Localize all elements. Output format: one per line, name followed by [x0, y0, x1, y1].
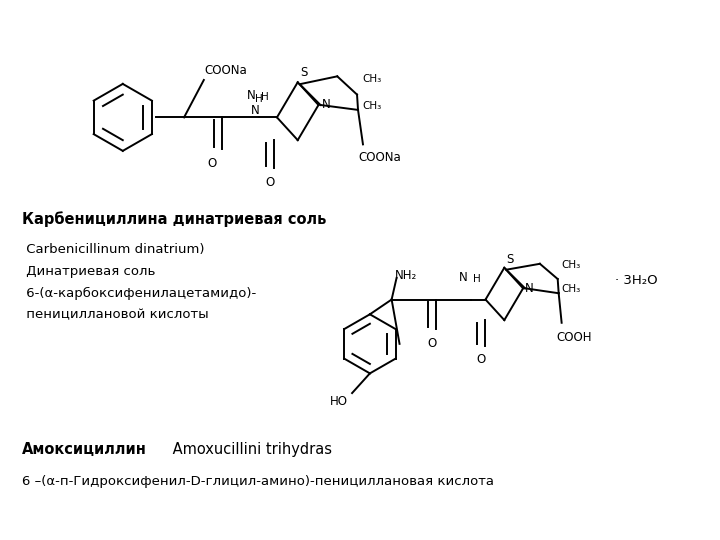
Text: Амоксициллин: Амоксициллин — [22, 442, 147, 457]
Text: N: N — [459, 271, 468, 284]
Text: O: O — [476, 353, 485, 366]
Text: HO: HO — [330, 395, 348, 408]
Text: O: O — [207, 157, 217, 170]
Text: CH₃: CH₃ — [562, 284, 581, 294]
Text: CH₃: CH₃ — [562, 260, 581, 270]
Text: O: O — [266, 176, 274, 188]
Text: CH₃: CH₃ — [362, 102, 381, 111]
Text: N: N — [321, 98, 330, 111]
Text: 6 –(α-п-Гидроксифенил-D-глицил-амино)-пенициллановая кислота: 6 –(α-п-Гидроксифенил-D-глицил-амино)-пе… — [22, 475, 494, 488]
Text: COONa: COONa — [358, 151, 401, 164]
Text: COOH: COOH — [557, 330, 592, 343]
Text: · 3H₂O: · 3H₂O — [615, 274, 657, 287]
Text: Amoxucillini trihydras: Amoxucillini trihydras — [168, 442, 332, 457]
Text: NH₂: NH₂ — [395, 269, 417, 282]
Text: H: H — [473, 274, 480, 284]
Text: S: S — [506, 253, 513, 266]
Text: Динатриевая соль: Динатриевая соль — [22, 265, 156, 278]
Text: N: N — [525, 282, 534, 295]
Text: N: N — [246, 89, 255, 102]
Text: N: N — [251, 104, 259, 117]
Text: CH₃: CH₃ — [362, 74, 381, 84]
Text: Карбенициллина динатриевая соль: Карбенициллина динатриевая соль — [22, 211, 326, 227]
Text: 6-(α-карбоксифенилацетамидо)-: 6-(α-карбоксифенилацетамидо)- — [22, 287, 256, 300]
Text: S: S — [301, 66, 308, 79]
Text: Carbenicillinum dinatrium): Carbenicillinum dinatrium) — [22, 244, 204, 256]
Text: COONa: COONa — [204, 64, 248, 77]
Text: H: H — [256, 93, 263, 104]
Text: H: H — [261, 92, 269, 102]
Text: O: O — [428, 337, 437, 350]
Text: пенициллановой кислоты: пенициллановой кислоты — [22, 308, 209, 321]
